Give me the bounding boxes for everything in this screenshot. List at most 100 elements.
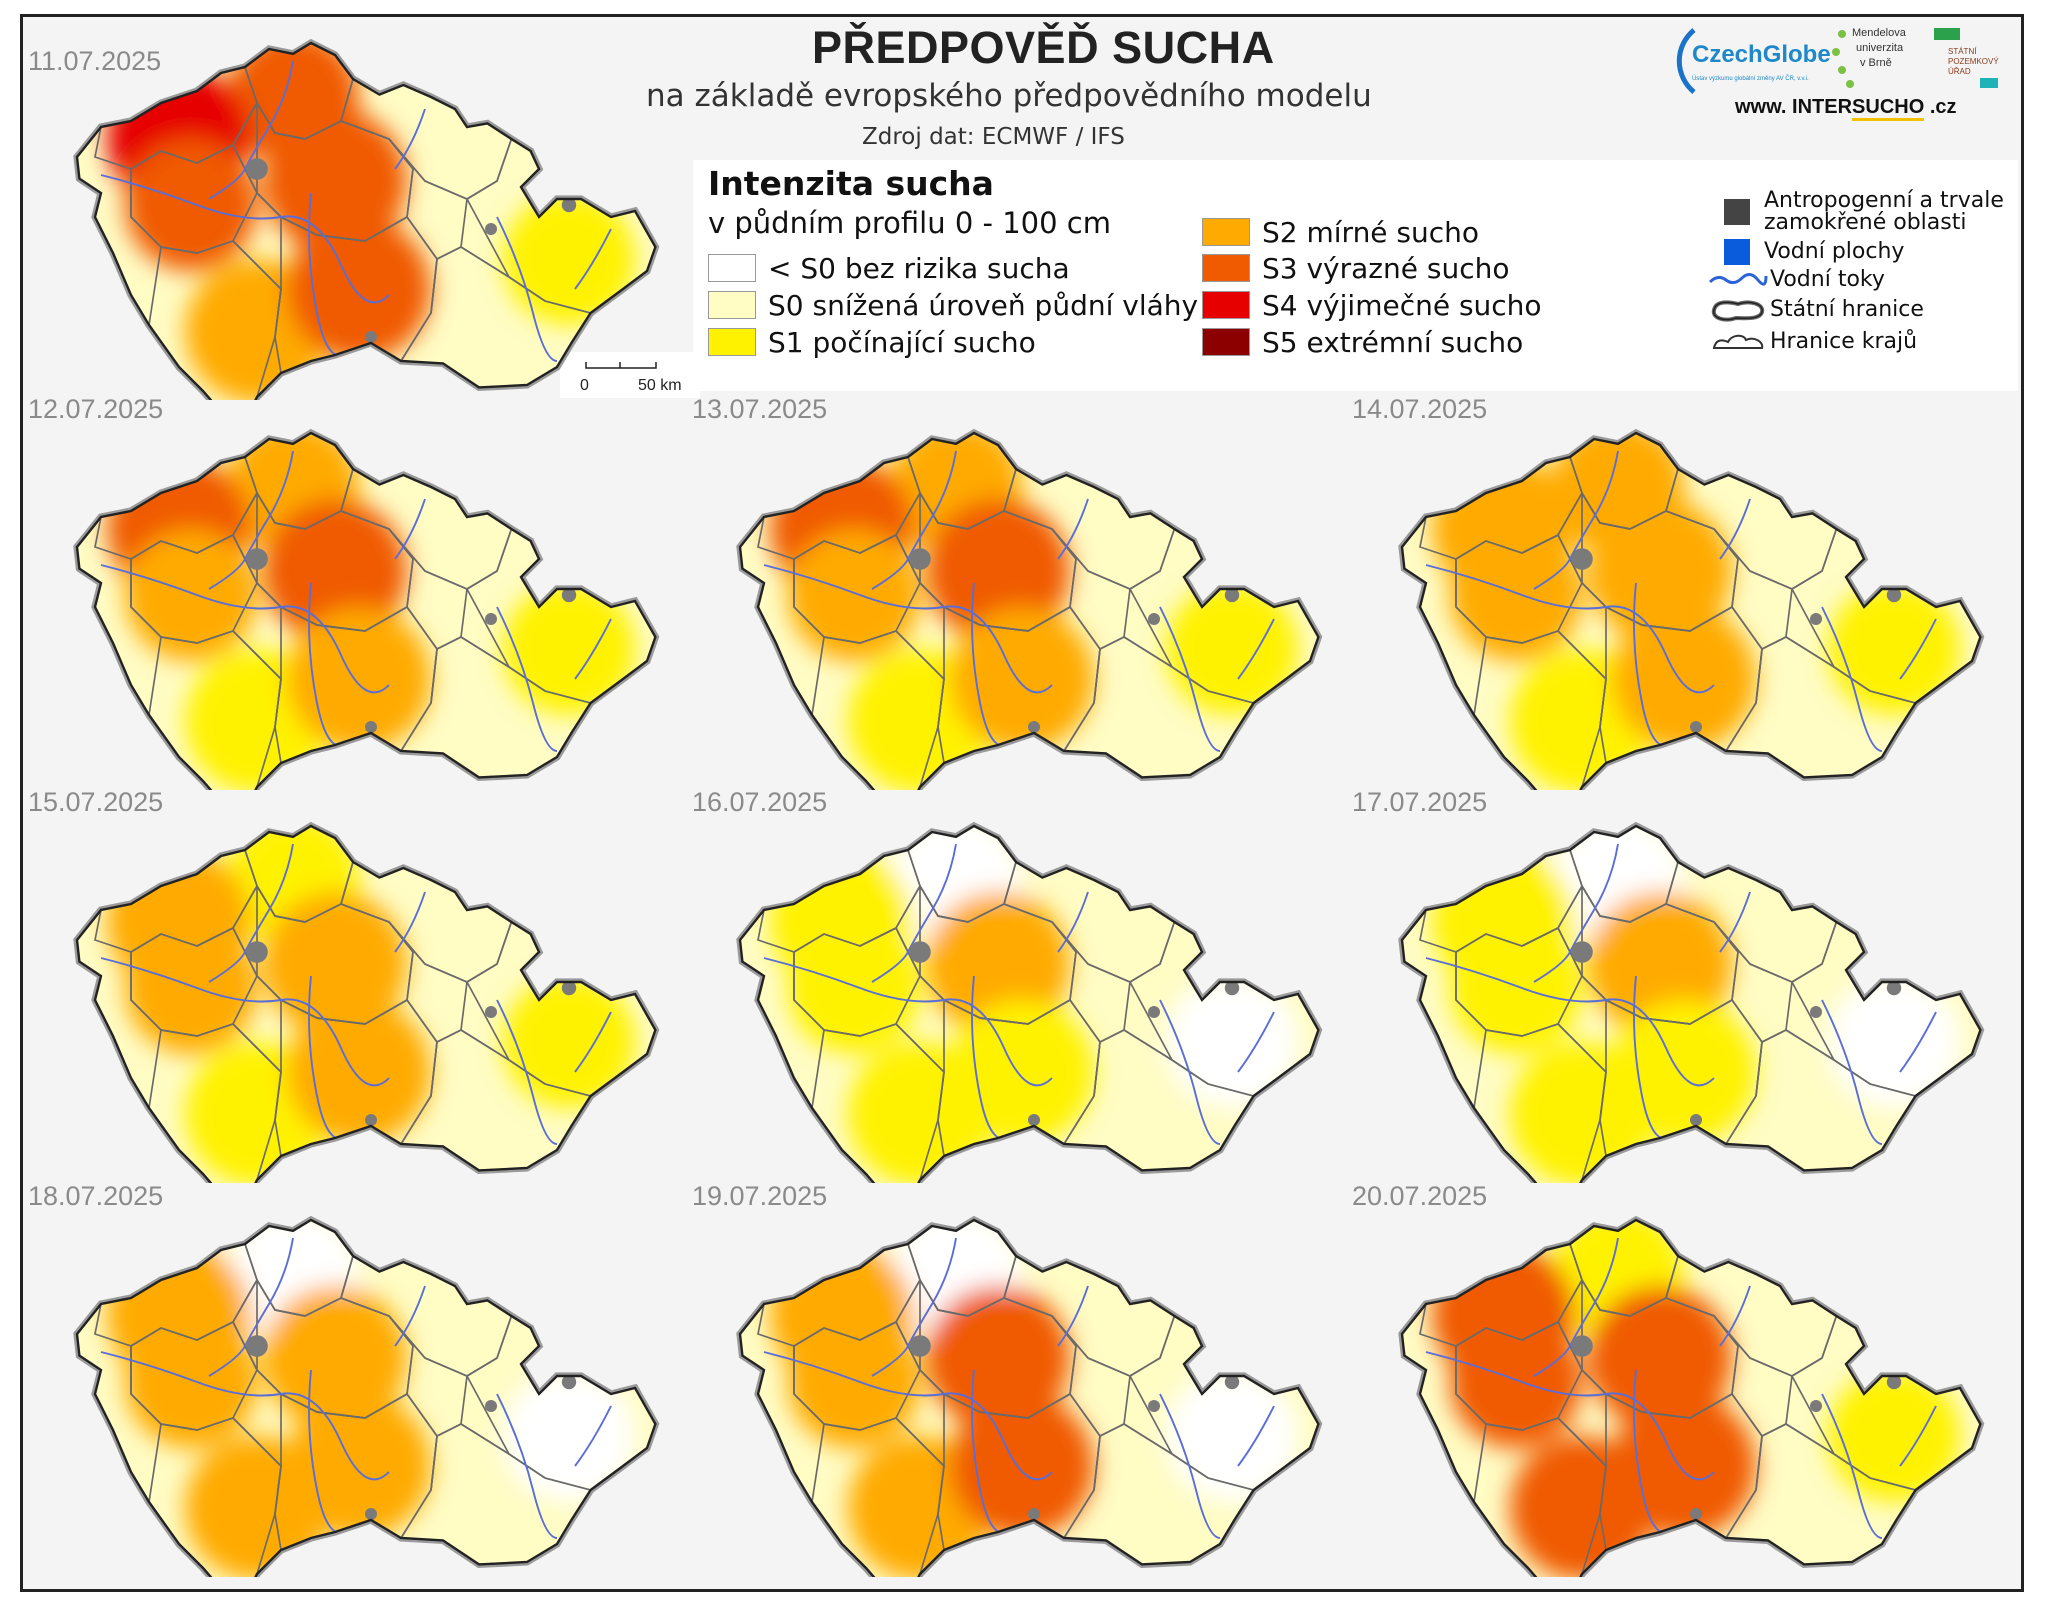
urban-area (561, 197, 577, 213)
site-accent: SUCHO (1852, 96, 1925, 121)
region-border (1051, 921, 1077, 1001)
river (871, 843, 957, 983)
data-source: Zdroj dat: ECMWF / IFS (862, 124, 1125, 150)
river (1533, 450, 1619, 590)
urban-area (1690, 1508, 1702, 1520)
legend-label: S0 snížená úroveň půdní vláhy (768, 288, 1199, 322)
region-border (793, 1346, 825, 1425)
drought-map-2 (73, 428, 660, 790)
urban-area (1886, 587, 1902, 603)
legend-label: S3 výrazné sucho (1262, 251, 1510, 285)
drought-area (503, 1370, 635, 1502)
urban-area (1224, 980, 1240, 996)
region-border (232, 1279, 462, 1438)
river (100, 564, 390, 694)
legend-item-state-border: Státní hranice (1708, 296, 1924, 324)
legend-label-anthropogenic: Antropogenní a trvale zamokřené oblasti (1764, 188, 2004, 235)
region-border (1521, 1321, 1559, 1341)
state-border (75, 41, 657, 400)
scale-end-label: 50 km (638, 377, 682, 394)
urban-area (1886, 980, 1902, 996)
state-border (1400, 1218, 1982, 1577)
region-border (430, 648, 438, 704)
region-border (1755, 648, 1763, 704)
legend-label: S4 výjimečné sucho (1262, 288, 1542, 322)
river (1425, 1351, 1715, 1481)
region-border (1755, 1435, 1763, 1491)
drought-area (125, 922, 257, 1054)
region-border (895, 1279, 1125, 1438)
region-border (859, 1321, 897, 1341)
river (763, 564, 1053, 694)
legend-label-region-border: Hranice krajů (1770, 329, 1918, 354)
region-border (1093, 1041, 1101, 1097)
drought-area (950, 1000, 1094, 1144)
legend-swatch (708, 328, 756, 356)
region-border (256, 885, 306, 923)
river (208, 1237, 294, 1377)
drought-map-6 (736, 821, 1323, 1183)
state-border (738, 824, 1320, 1183)
region-border (130, 952, 162, 1031)
river (208, 60, 294, 200)
river (1057, 1285, 1089, 1347)
drought-area (125, 529, 257, 661)
legend-subtitle: v půdním profilu 0 - 100 cm (708, 206, 1111, 240)
river (394, 108, 426, 170)
urban-area (1886, 1374, 1902, 1390)
region-border (1581, 1279, 1631, 1317)
spu-line-2: POZEMKOVÝ (1948, 57, 1999, 66)
state-border (1400, 431, 1982, 790)
intersucho-link[interactable]: www. INTERSUCHO .cz (1735, 96, 1957, 121)
region-border (1755, 1041, 1763, 1097)
drought-area (1166, 976, 1298, 1108)
urban-area (561, 587, 577, 603)
legend-label: < S0 bez rizika sucha (768, 251, 1070, 285)
urban-area (909, 548, 931, 570)
river (1899, 618, 1937, 680)
drought-area (1450, 1316, 1582, 1448)
legend-item-rivers: Vodní toky (1708, 268, 1885, 292)
river (208, 450, 294, 590)
urban-area (1571, 941, 1593, 963)
region-border (388, 138, 414, 218)
legend-label-rivers: Vodní toky (1770, 267, 1885, 292)
region-border (340, 1297, 510, 1455)
urban-area (485, 1006, 498, 1018)
drought-area (1612, 1394, 1756, 1538)
state-border (75, 824, 657, 1183)
region-border (196, 1321, 234, 1341)
scale-start-label: 0 (580, 377, 589, 394)
urban-area (1028, 721, 1040, 733)
legend-label-water-bodies: Vodní plochy (1764, 239, 1905, 264)
urban-area (1224, 1374, 1240, 1390)
drought-area (287, 1000, 431, 1144)
spu-line-1: STÁTNÍ (1948, 47, 1977, 56)
river (394, 891, 426, 953)
region-border (1557, 1279, 1787, 1438)
map-date-6: 16.07.2025 (692, 787, 828, 817)
region-border (1521, 534, 1559, 554)
drought-area (1450, 529, 1582, 661)
legend-swatch (1202, 254, 1250, 282)
river (1719, 498, 1751, 560)
map-date-5: 15.07.2025 (28, 787, 164, 817)
map-date-10: 20.07.2025 (1352, 1181, 1488, 1211)
state-border (75, 1218, 657, 1577)
legend-panel (693, 160, 2018, 391)
region-border (1455, 952, 1487, 1031)
region-border (1581, 885, 1631, 923)
urban-area (365, 721, 377, 733)
region-border (130, 1346, 162, 1425)
river (394, 498, 426, 560)
drought-area (503, 193, 635, 325)
drought-area (788, 922, 920, 1054)
map-date-3: 13.07.2025 (692, 394, 828, 424)
legend-item-water-bodies: Vodní plochy (1722, 237, 1904, 267)
region-border (1557, 1417, 1607, 1515)
river (1533, 1237, 1619, 1377)
river (1159, 1393, 1221, 1539)
region-border (1455, 1346, 1487, 1425)
region-border (895, 885, 1125, 1044)
river (1899, 1405, 1937, 1467)
